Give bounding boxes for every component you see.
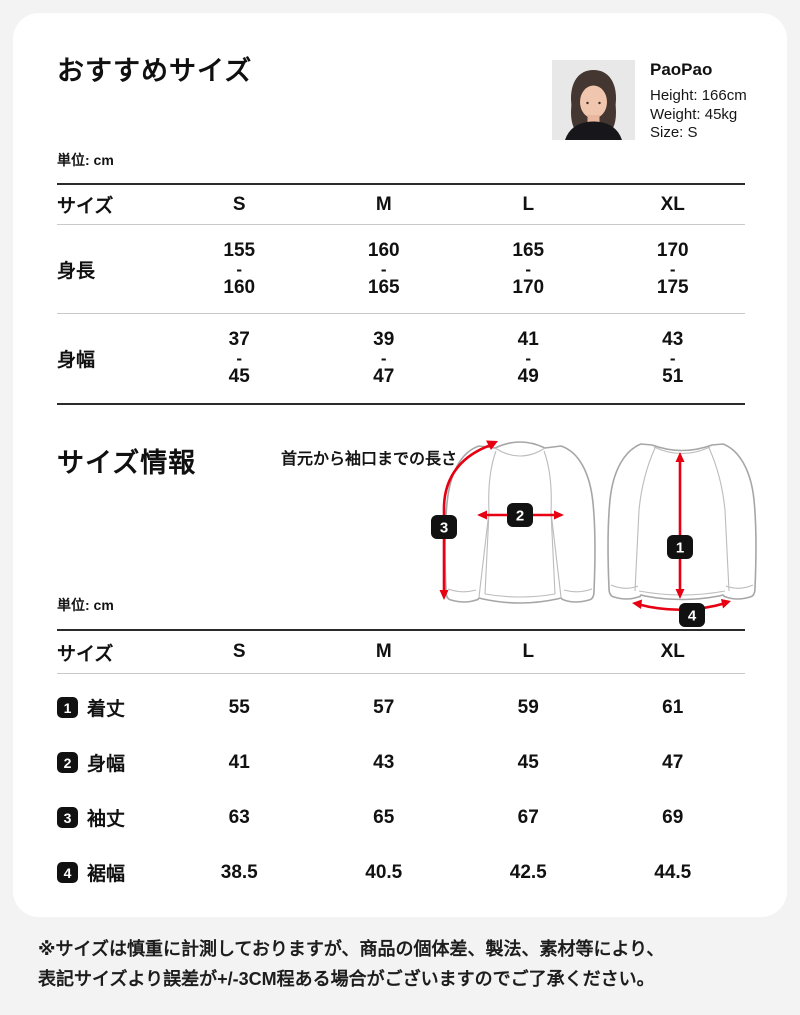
row-label-body-width: 2 身幅 [57, 749, 167, 776]
cell-width-s: 37 - 45 [167, 329, 312, 388]
row-badge-4: 4 [57, 862, 78, 883]
table-header-row: サイズ S M L XL [57, 183, 745, 225]
col-header-m: M [375, 641, 392, 662]
cell-width-m: 39 - 47 [312, 329, 457, 388]
row-label-body-width: 身幅 [57, 350, 96, 371]
model-size: Size: S [650, 124, 698, 141]
cell-height-s: 155 - 160 [167, 240, 312, 299]
row-badge-2: 2 [57, 752, 78, 773]
table-row: 1 着丈 55 57 59 61 [57, 680, 745, 735]
size-info-title: サイズ情報 [57, 448, 197, 478]
measure-arrow-3 [439, 440, 498, 600]
svg-text:1: 1 [676, 540, 684, 557]
model-photo [552, 60, 635, 140]
cell-height-xl: 170 - 175 [601, 240, 746, 299]
col-header-l: L [522, 193, 535, 215]
model-portrait-illustration [552, 60, 635, 140]
shirt-back-illustration [607, 443, 757, 601]
svg-text:2: 2 [516, 508, 524, 525]
col-header-size: サイズ [57, 196, 114, 217]
disclaimer-line-1: ※サイズは慎重に計測しておりますが、商品の個体差、製法、素材等により、 [38, 939, 665, 959]
row-label-hem-width: 4 裾幅 [57, 859, 167, 886]
recommended-size-title: おすすめサイズ [57, 56, 253, 86]
diagram-badge-4: 4 [679, 603, 705, 627]
cell-width-l: 41 - 49 [456, 329, 601, 388]
col-header-m: M [375, 193, 392, 215]
model-height: Height: 166cm [650, 87, 747, 104]
row-label-height: 身長 [57, 260, 96, 282]
table-row: 3 袖丈 63 65 67 69 [57, 790, 745, 845]
measurement-diagram: 2 3 1 4 [431, 440, 757, 627]
diagram-badge-3: 3 [431, 515, 457, 539]
range-dash: - [669, 349, 676, 368]
row-badge-3: 3 [57, 807, 78, 828]
range-dash: - [236, 349, 243, 368]
table-row: 2 身幅 41 43 45 47 [57, 735, 745, 790]
col-header-s: S [232, 641, 246, 662]
range-dash: - [236, 259, 243, 279]
disclaimer-line-2: 表記サイズより誤差が+/-3CM程ある場合がございますのでご了承ください。 [38, 969, 655, 989]
unit-label-1: 単位: cm [57, 152, 114, 168]
cell-height-l: 165 - 170 [456, 240, 601, 299]
model-name: PaoPao [650, 60, 713, 79]
svg-text:3: 3 [440, 520, 448, 537]
cell-height-m: 160 - 165 [312, 240, 457, 299]
diagram-badge-1: 1 [667, 535, 693, 559]
table-header-row: サイズ S M L XL [57, 629, 745, 674]
sleeve-length-annotation: 首元から袖口までの長さ [281, 451, 458, 468]
col-header-size: サイズ [57, 643, 114, 665]
range-dash: - [525, 349, 532, 368]
range-dash: - [380, 349, 387, 368]
row-label-sleeve-length: 3 袖丈 [57, 804, 167, 831]
col-header-s: S [232, 193, 246, 215]
recommended-size-table: サイズ S M L XL 身長 155 - 160 160 - 165 165 … [57, 183, 745, 405]
measure-arrow-1 [675, 452, 685, 599]
col-header-xl: XL [660, 193, 685, 215]
range-dash: - [669, 259, 676, 279]
row-label-length: 1 着丈 [57, 694, 167, 721]
col-header-l: L [522, 641, 535, 662]
measurement-table: サイズ S M L XL 1 着丈 55 57 59 61 2 身幅 41 43… [57, 629, 745, 900]
table-row: 身幅 37 - 45 39 - 47 41 - 49 43 - 51 [57, 314, 745, 405]
table-row: 身長 155 - 160 160 - 165 165 - 170 170 - 1… [57, 225, 745, 314]
diagram-badge-2: 2 [507, 503, 533, 527]
range-dash: - [525, 259, 532, 279]
col-header-xl: XL [660, 641, 685, 662]
model-weight: Weight: 45kg [650, 105, 738, 123]
unit-label-2: 単位: cm [57, 597, 114, 613]
row-badge-1: 1 [57, 697, 78, 718]
table-row: 4 裾幅 38.5 40.5 42.5 44.5 [57, 845, 745, 900]
svg-text:4: 4 [688, 608, 697, 625]
range-dash: - [380, 259, 387, 279]
disclaimer-note: ※サイズは慎重に計測しておりますが、商品の個体差、製法、素材等により、 表記サイ… [38, 934, 768, 994]
model-info: PaoPao Height: 166cm Weight: 45kg Size: … [650, 60, 785, 143]
cell-width-xl: 43 - 51 [601, 329, 746, 388]
